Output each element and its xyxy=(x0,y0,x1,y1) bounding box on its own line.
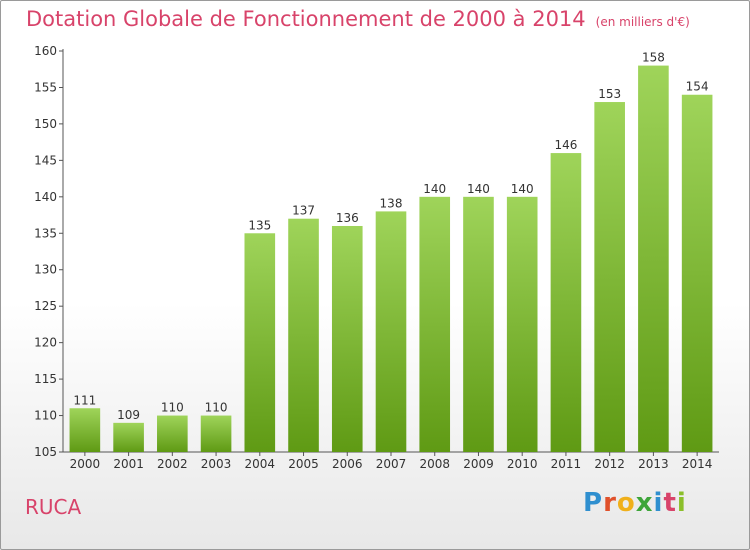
bar-value-label: 138 xyxy=(380,196,403,210)
x-tick-label: 2003 xyxy=(201,457,232,471)
bar xyxy=(375,211,407,452)
y-tick-label: 155 xyxy=(34,80,57,94)
bar-value-label: 140 xyxy=(511,182,534,196)
x-tick-label: 2000 xyxy=(70,457,101,471)
bar-value-label: 110 xyxy=(161,401,184,415)
chart-title: Dotation Globale de Fonctionnement de 20… xyxy=(26,7,690,31)
bar xyxy=(681,94,713,452)
bar xyxy=(69,408,101,452)
bar-value-label: 140 xyxy=(423,182,446,196)
bar-value-label: 158 xyxy=(642,51,665,65)
x-tick-label: 2002 xyxy=(157,457,188,471)
bar xyxy=(331,225,363,452)
bar-value-label: 136 xyxy=(336,211,359,225)
x-tick-label: 2001 xyxy=(113,457,144,471)
y-tick-label: 150 xyxy=(34,117,57,131)
bar-value-label: 109 xyxy=(117,408,140,422)
y-tick-label: 120 xyxy=(34,336,57,350)
x-tick-label: 2013 xyxy=(638,457,669,471)
x-tick-label: 2009 xyxy=(463,457,494,471)
bar-value-label: 111 xyxy=(73,393,96,407)
bar xyxy=(550,153,582,452)
x-tick-label: 2014 xyxy=(682,457,713,471)
y-tick-label: 145 xyxy=(34,153,57,167)
y-tick-label: 115 xyxy=(34,372,57,386)
bar-value-label: 153 xyxy=(598,87,621,101)
y-tick-label: 135 xyxy=(34,226,57,240)
x-tick-label: 2011 xyxy=(551,457,582,471)
bars xyxy=(69,65,713,452)
x-tick-label: 2005 xyxy=(288,457,319,471)
bar-value-label: 140 xyxy=(467,182,490,196)
bar-value-label: 110 xyxy=(205,401,228,415)
bar xyxy=(594,102,625,452)
bar-value-label: 146 xyxy=(554,138,577,152)
bar xyxy=(157,415,188,452)
x-tick-label: 2007 xyxy=(376,457,407,471)
x-tick-label: 2012 xyxy=(594,457,625,471)
axes: 105 110 115 120 125 130 135 140 145 150 155 160 xyxy=(34,44,719,459)
y-tick-label: 105 xyxy=(34,445,57,459)
bar xyxy=(506,196,538,452)
y-tick-label: 110 xyxy=(34,409,57,423)
bar xyxy=(419,196,451,452)
bar xyxy=(288,218,319,452)
bar xyxy=(113,422,144,452)
y-tick-label: 125 xyxy=(34,299,57,313)
y-tick-label: 130 xyxy=(34,263,57,277)
bar xyxy=(638,65,669,452)
proxiti-logo: Proxiti xyxy=(583,488,687,518)
unit-note: (en milliers d'€) xyxy=(595,15,690,29)
x-tick-label: 2010 xyxy=(507,457,538,471)
bar-value-label: 154 xyxy=(686,80,709,94)
bar-value-label: 135 xyxy=(248,218,271,232)
x-tick-label: 2006 xyxy=(332,457,363,471)
place-name: RUCA xyxy=(25,495,82,519)
x-tick-label: 2008 xyxy=(419,457,450,471)
bar xyxy=(244,233,276,452)
labels: 111 2000 109 2001 110 2002 110 2003 135 2004 137 20… xyxy=(70,51,713,471)
y-tick-label: 140 xyxy=(34,190,57,204)
bar-value-label: 137 xyxy=(292,204,315,218)
y-tick-label: 160 xyxy=(34,44,57,58)
title-text: Dotation Globale de Fonctionnement de 20… xyxy=(26,7,586,31)
bar xyxy=(200,415,232,452)
bar xyxy=(463,196,494,452)
x-tick-label: 2004 xyxy=(245,457,276,471)
